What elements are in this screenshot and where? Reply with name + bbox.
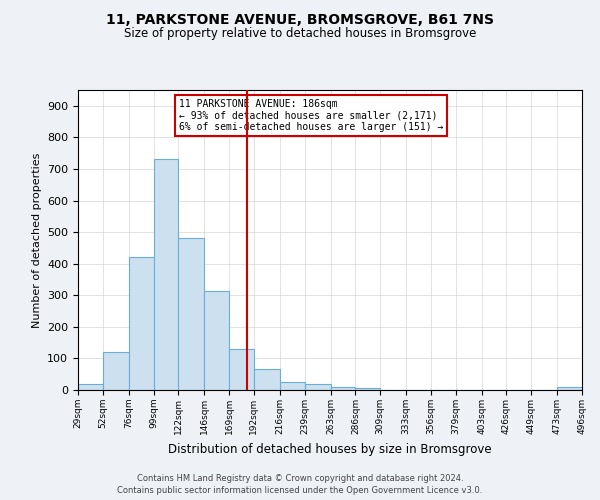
Bar xyxy=(331,387,355,390)
Bar xyxy=(280,382,305,390)
Bar xyxy=(254,370,280,390)
Bar xyxy=(557,388,582,390)
Text: Contains HM Land Registry data © Crown copyright and database right 2024.
Contai: Contains HM Land Registry data © Crown c… xyxy=(118,474,482,495)
Text: 11, PARKSTONE AVENUE, BROMSGROVE, B61 7NS: 11, PARKSTONE AVENUE, BROMSGROVE, B61 7N… xyxy=(106,12,494,26)
Bar xyxy=(355,388,380,390)
Bar xyxy=(103,352,129,390)
Bar xyxy=(154,160,178,390)
Bar xyxy=(305,384,331,390)
Bar xyxy=(178,238,204,390)
Bar xyxy=(229,349,254,390)
Text: Distribution of detached houses by size in Bromsgrove: Distribution of detached houses by size … xyxy=(168,442,492,456)
Bar xyxy=(204,290,229,390)
Text: Size of property relative to detached houses in Bromsgrove: Size of property relative to detached ho… xyxy=(124,28,476,40)
Text: 11 PARKSTONE AVENUE: 186sqm
← 93% of detached houses are smaller (2,171)
6% of s: 11 PARKSTONE AVENUE: 186sqm ← 93% of det… xyxy=(179,99,443,132)
Bar xyxy=(78,384,103,390)
Bar xyxy=(129,258,154,390)
Y-axis label: Number of detached properties: Number of detached properties xyxy=(32,152,41,328)
